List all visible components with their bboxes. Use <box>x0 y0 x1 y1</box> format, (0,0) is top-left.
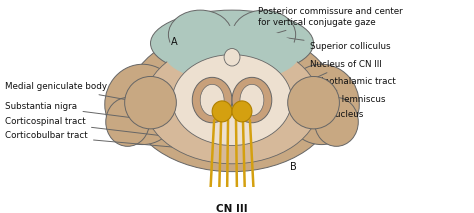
Ellipse shape <box>232 77 272 123</box>
Text: Superior colliculus: Superior colliculus <box>266 35 390 51</box>
Ellipse shape <box>164 26 300 82</box>
Ellipse shape <box>151 10 313 76</box>
Ellipse shape <box>232 10 296 59</box>
Ellipse shape <box>168 10 232 59</box>
Ellipse shape <box>106 97 149 146</box>
Text: A: A <box>171 37 178 47</box>
Ellipse shape <box>128 29 337 172</box>
Ellipse shape <box>315 97 358 146</box>
Text: CN III: CN III <box>216 204 248 213</box>
Ellipse shape <box>240 84 264 116</box>
Ellipse shape <box>212 101 232 122</box>
Ellipse shape <box>125 76 176 129</box>
Ellipse shape <box>232 101 252 122</box>
Text: Medial geniculate body: Medial geniculate body <box>5 82 140 102</box>
Ellipse shape <box>192 77 232 123</box>
Text: Medial lemniscus: Medial lemniscus <box>270 95 385 111</box>
Text: Corticobulbar tract: Corticobulbar tract <box>5 131 182 148</box>
Text: Corticospinal tract: Corticospinal tract <box>5 117 174 137</box>
Ellipse shape <box>173 55 292 145</box>
Text: Posterior commissure and center
for vertical conjugate gaze: Posterior commissure and center for vert… <box>240 7 402 44</box>
Ellipse shape <box>224 49 240 66</box>
Ellipse shape <box>288 76 339 129</box>
Text: Spinothalamic tract: Spinothalamic tract <box>306 77 395 107</box>
Text: Red nucleus: Red nucleus <box>255 101 363 119</box>
Ellipse shape <box>200 84 224 116</box>
Text: B: B <box>290 162 297 172</box>
Text: Nucleus of CN III: Nucleus of CN III <box>245 60 381 110</box>
Ellipse shape <box>105 64 180 145</box>
Ellipse shape <box>284 64 359 145</box>
Ellipse shape <box>145 42 319 164</box>
Text: Substantia nigra: Substantia nigra <box>5 102 162 122</box>
